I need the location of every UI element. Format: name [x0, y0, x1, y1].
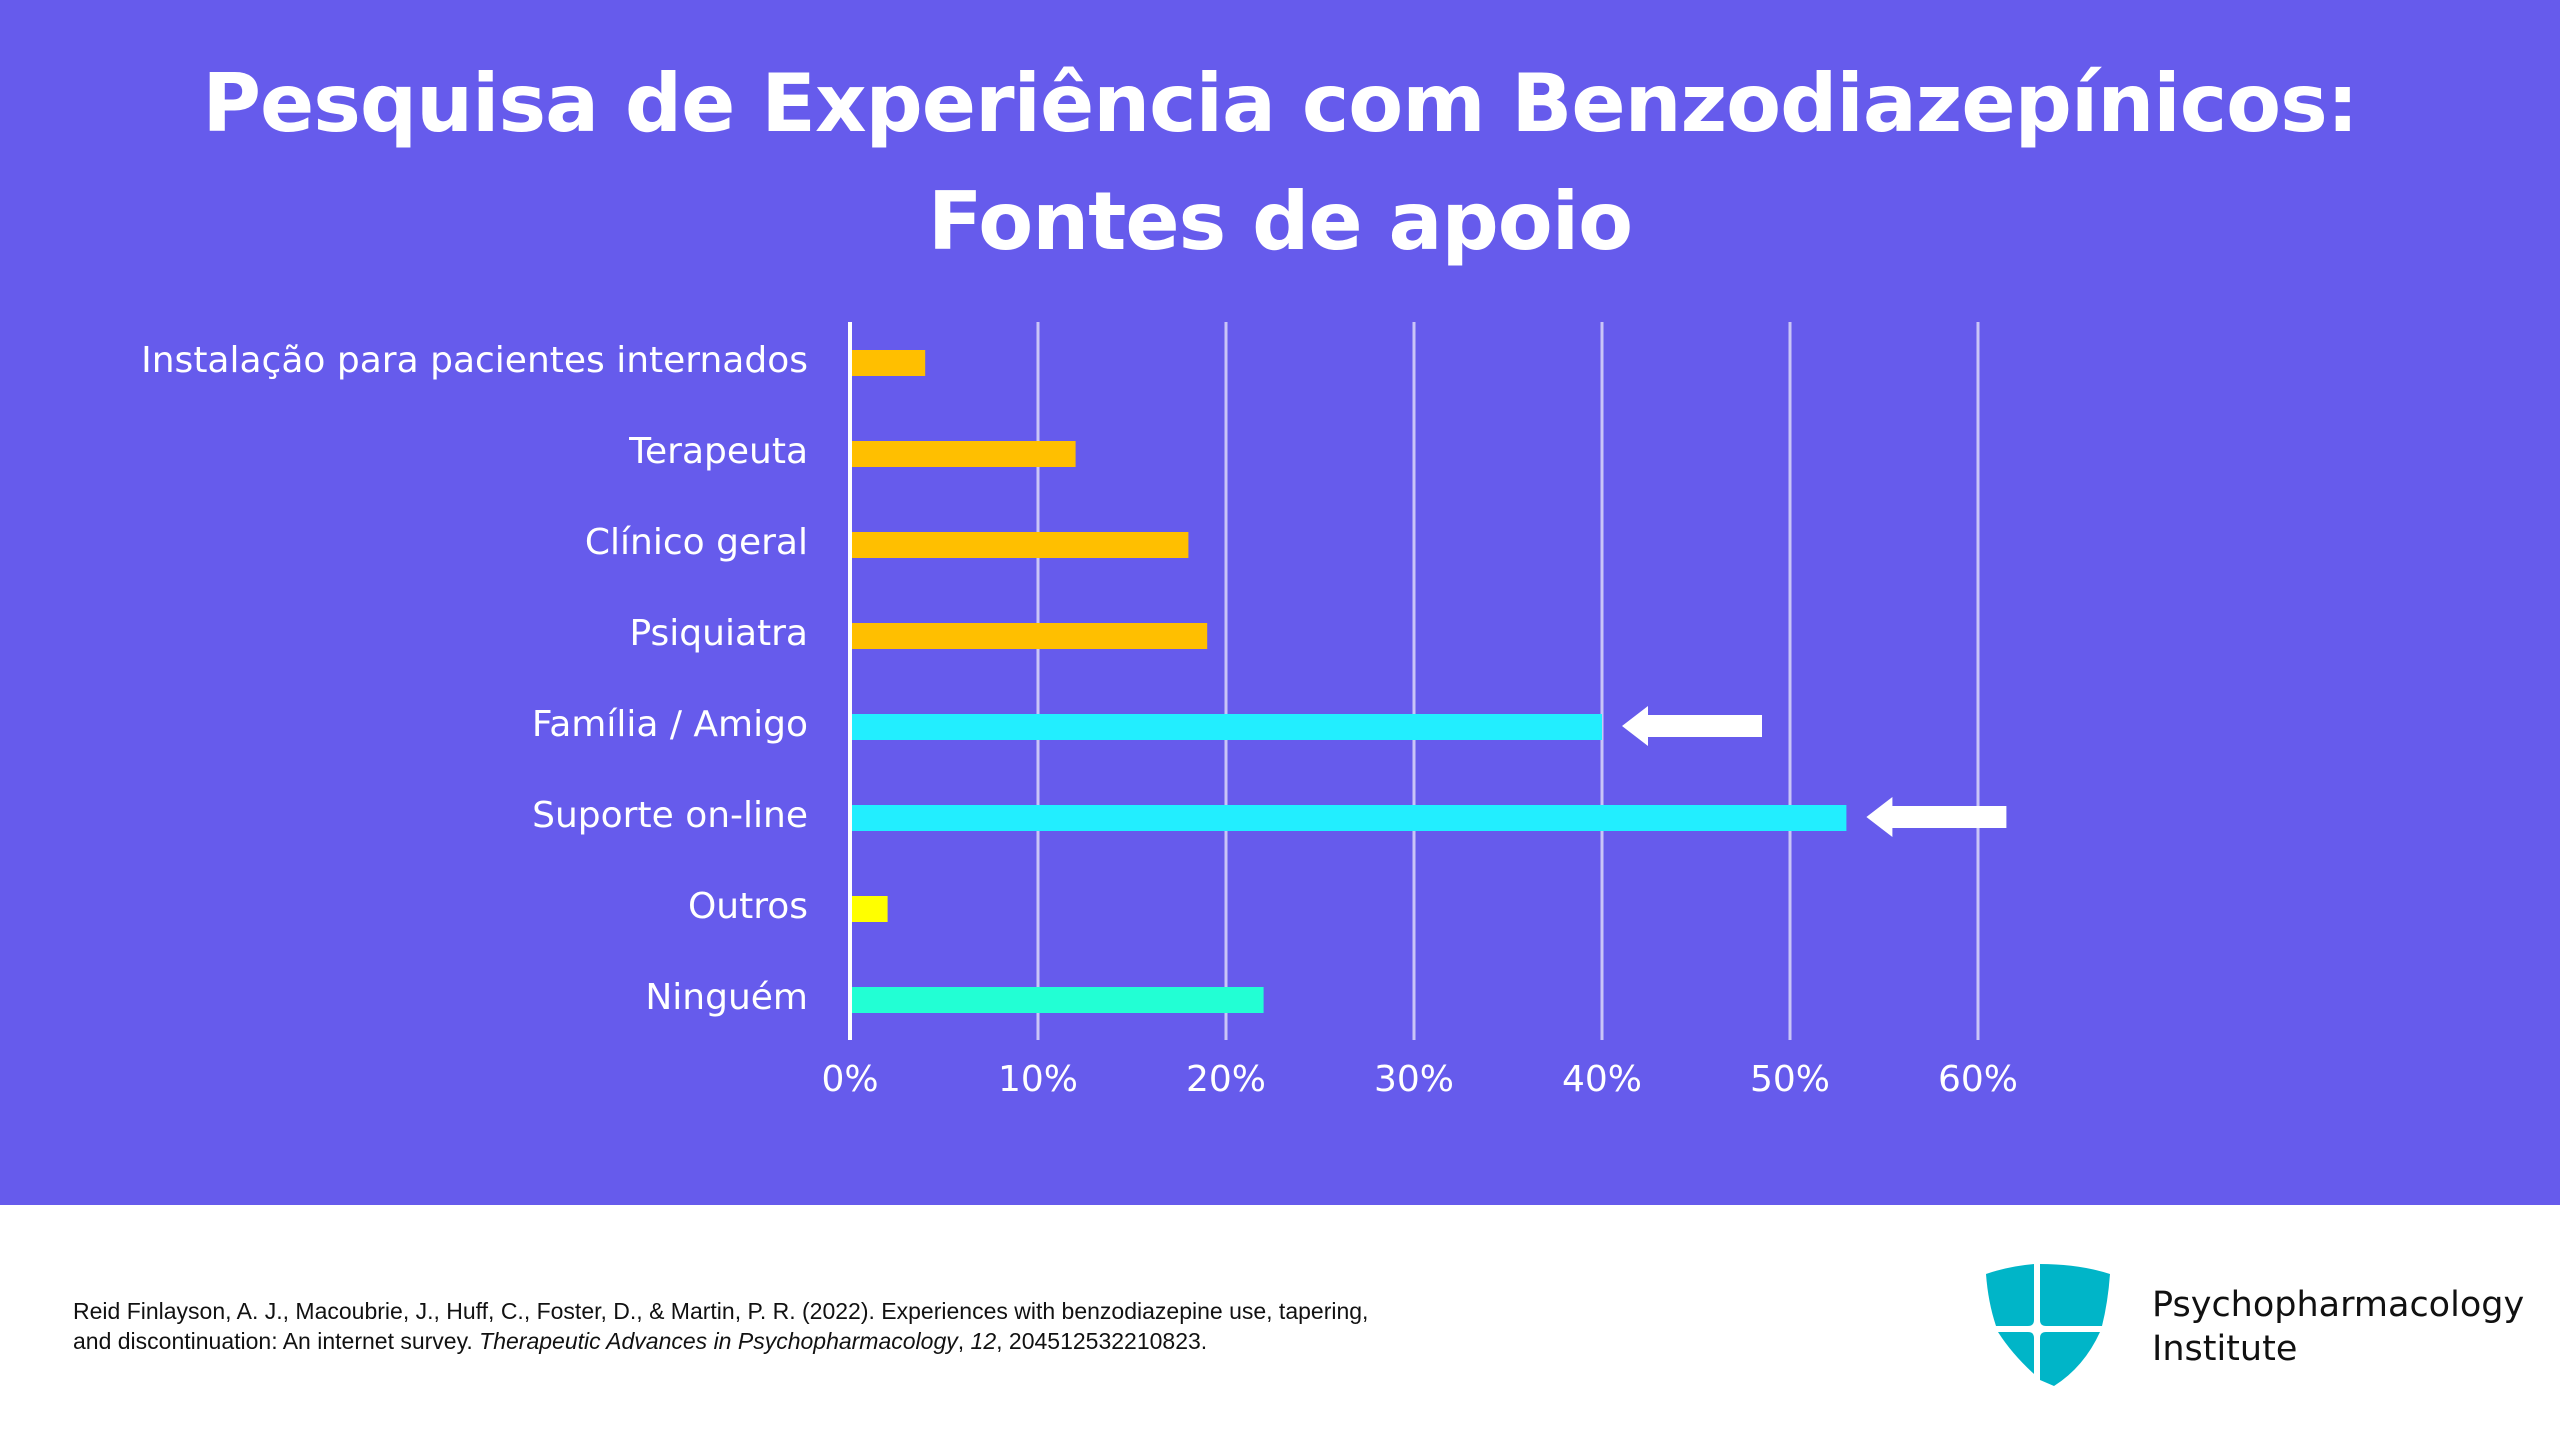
bar [852, 350, 926, 376]
logo-line-1: Psychopharmacology [2152, 1285, 2525, 1325]
bar [852, 714, 1602, 740]
category-label: Família / Amigo [532, 704, 808, 745]
x-tick-label: 30% [1374, 1059, 1454, 1100]
category-label: Terapeuta [628, 431, 808, 472]
x-tick-label: 50% [1750, 1059, 1830, 1100]
bar [852, 623, 1208, 649]
arrow-left-icon [1866, 797, 2007, 837]
citation-sep: , [957, 1328, 971, 1354]
citation-journal: Therapeutic Advances in Psychopharmacolo… [479, 1328, 958, 1354]
citation-text: and discontinuation: An internet survey. [73, 1328, 480, 1354]
arrow-left-icon [1622, 706, 1762, 746]
x-tick-label: 60% [1938, 1059, 2018, 1100]
chart-background [0, 0, 2560, 1205]
x-tick-label: 40% [1562, 1059, 1642, 1100]
chart-title: Pesquisa de Experiência com Benzodiazepí… [202, 57, 2358, 268]
category-label: Outros [688, 886, 808, 927]
bar [852, 896, 888, 922]
shield-logo-icon [1986, 1264, 2110, 1386]
x-tick-label: 20% [1186, 1059, 1266, 1100]
category-label: Psiquiatra [629, 613, 808, 654]
category-label: Suporte on-line [532, 795, 808, 836]
logo-line-2: Institute [2152, 1329, 2298, 1369]
logo-text: Psychopharmacology Institute [2152, 1283, 2524, 1371]
bar-chart: 0% 10% 20% 30% 40% 50% 60% Instalação para paci… [141, 322, 2018, 1100]
bar [852, 805, 1847, 831]
citation-rest: , 204512532210823. [996, 1328, 1208, 1354]
citation-line-2: and discontinuation: An internet survey.… [73, 1326, 1368, 1356]
category-label: Ninguém [645, 977, 808, 1018]
citation-line-1: Reid Finlayson, A. J., Macoubrie, J., Hu… [73, 1298, 1369, 1324]
category-label: Clínico geral [585, 522, 808, 563]
bar [852, 987, 1264, 1013]
bar [852, 441, 1076, 467]
bar [852, 532, 1189, 558]
x-tick-label: 10% [998, 1059, 1078, 1100]
citation: Reid Finlayson, A. J., Macoubrie, J., Hu… [73, 1296, 1368, 1356]
category-label: Instalação para pacientes internados [141, 340, 808, 381]
x-tick-label: 0% [821, 1059, 878, 1100]
citation-volume: 12 [970, 1328, 997, 1354]
